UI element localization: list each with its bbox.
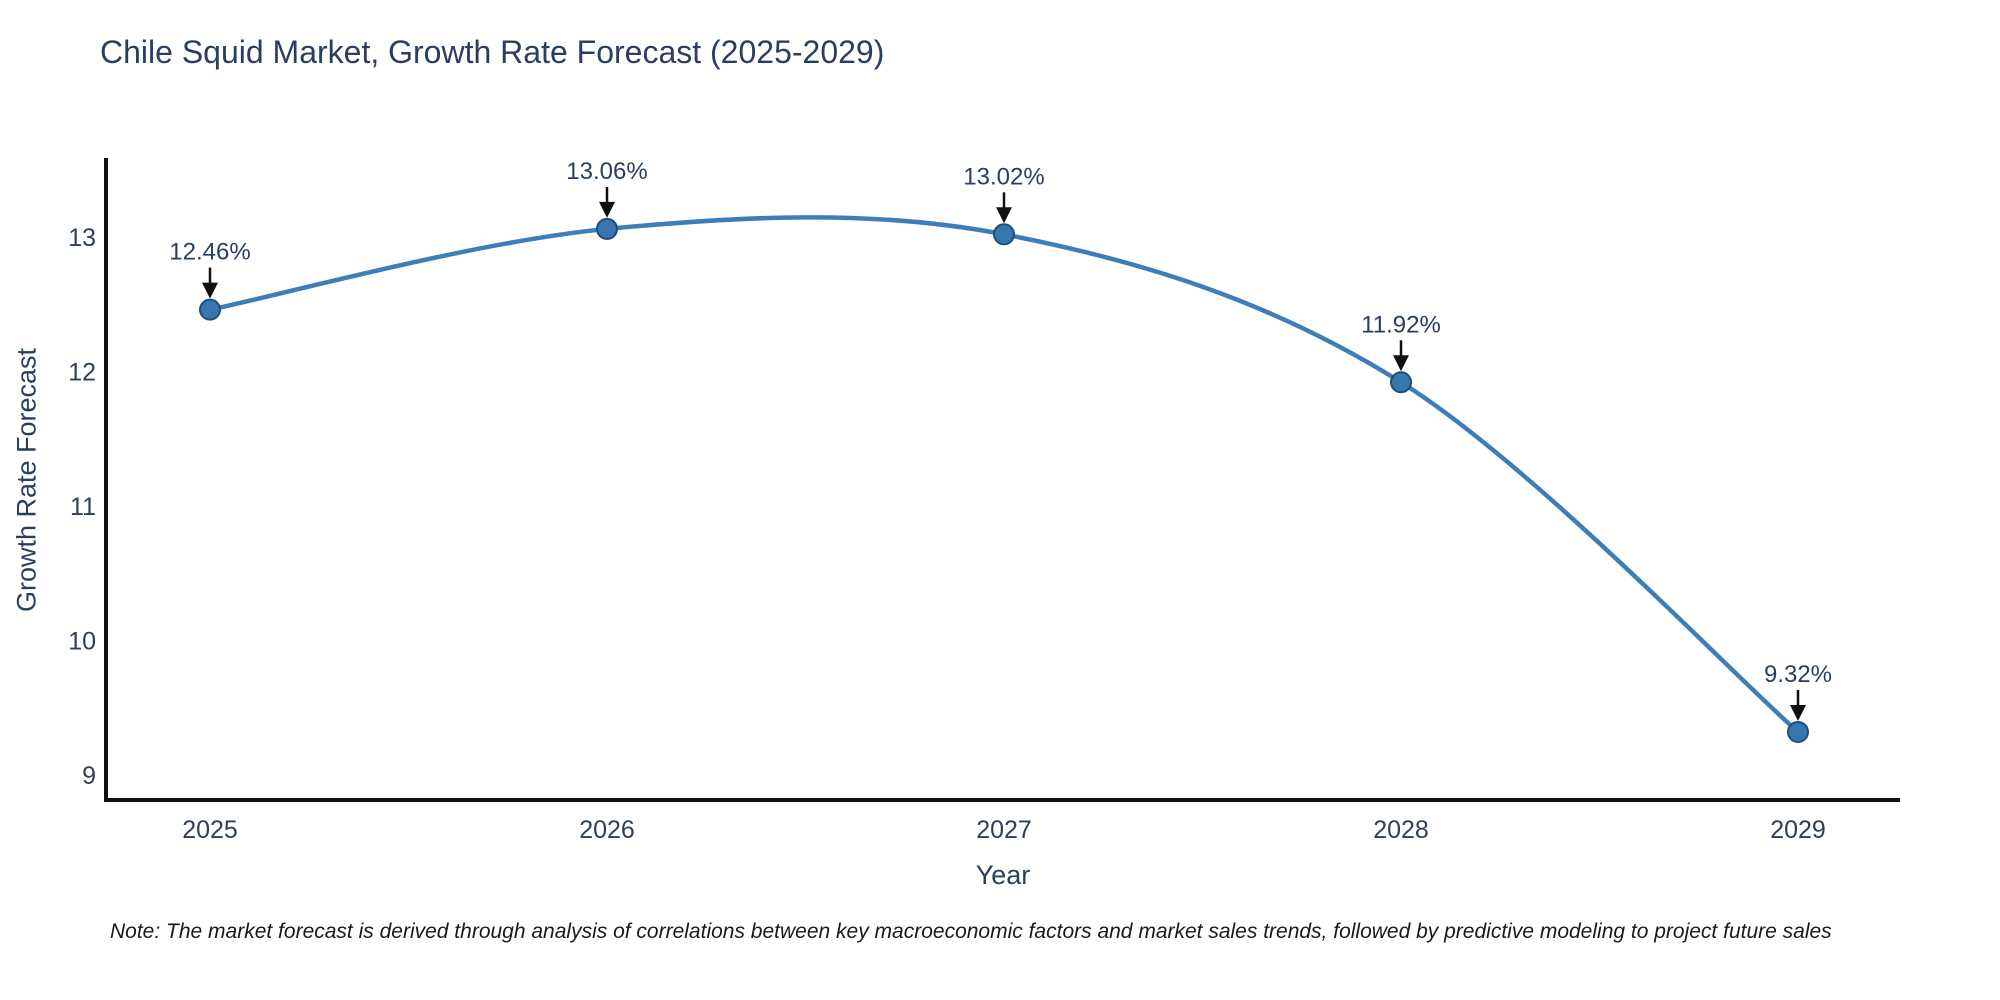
data-point <box>1787 720 1809 743</box>
data-point-label: 12.46% <box>169 239 250 266</box>
y-tick-label: 9 <box>82 762 96 790</box>
annotation-arrow-head <box>599 201 615 218</box>
y-tick-label: 12 <box>68 359 96 387</box>
data-point <box>1390 371 1412 394</box>
y-tick-label: 13 <box>68 224 96 252</box>
y-tick-label: 11 <box>70 493 96 521</box>
annotation-arrow-head <box>1790 704 1806 721</box>
x-tick-label: 2025 <box>182 816 238 844</box>
y-axis-title: Growth Rate Forecast <box>11 347 42 613</box>
data-point-label: 9.32% <box>1764 661 1832 688</box>
x-tick-label: 2026 <box>579 816 635 844</box>
x-tick-label: 2028 <box>1373 816 1429 844</box>
footnote: Note: The market forecast is derived thr… <box>110 920 1832 943</box>
forecast-line <box>209 215 1800 734</box>
data-point-label: 13.02% <box>963 163 1044 190</box>
chart-title: Chile Squid Market, Growth Rate Forecast… <box>100 34 885 70</box>
annotation-arrow-head <box>996 207 1012 224</box>
data-point <box>993 223 1015 246</box>
y-tick-label: 10 <box>68 628 96 656</box>
data-point-label: 13.06% <box>566 158 647 185</box>
annotation-arrow-head <box>1393 355 1409 372</box>
data-point-label: 11.92% <box>1361 311 1441 338</box>
data-point <box>596 217 618 240</box>
x-axis-title: Year <box>975 860 1031 890</box>
annotation-arrow-head <box>202 282 218 299</box>
x-tick-label: 2029 <box>1770 816 1826 844</box>
x-tick-label: 2027 <box>976 816 1032 844</box>
data-point <box>199 298 221 321</box>
